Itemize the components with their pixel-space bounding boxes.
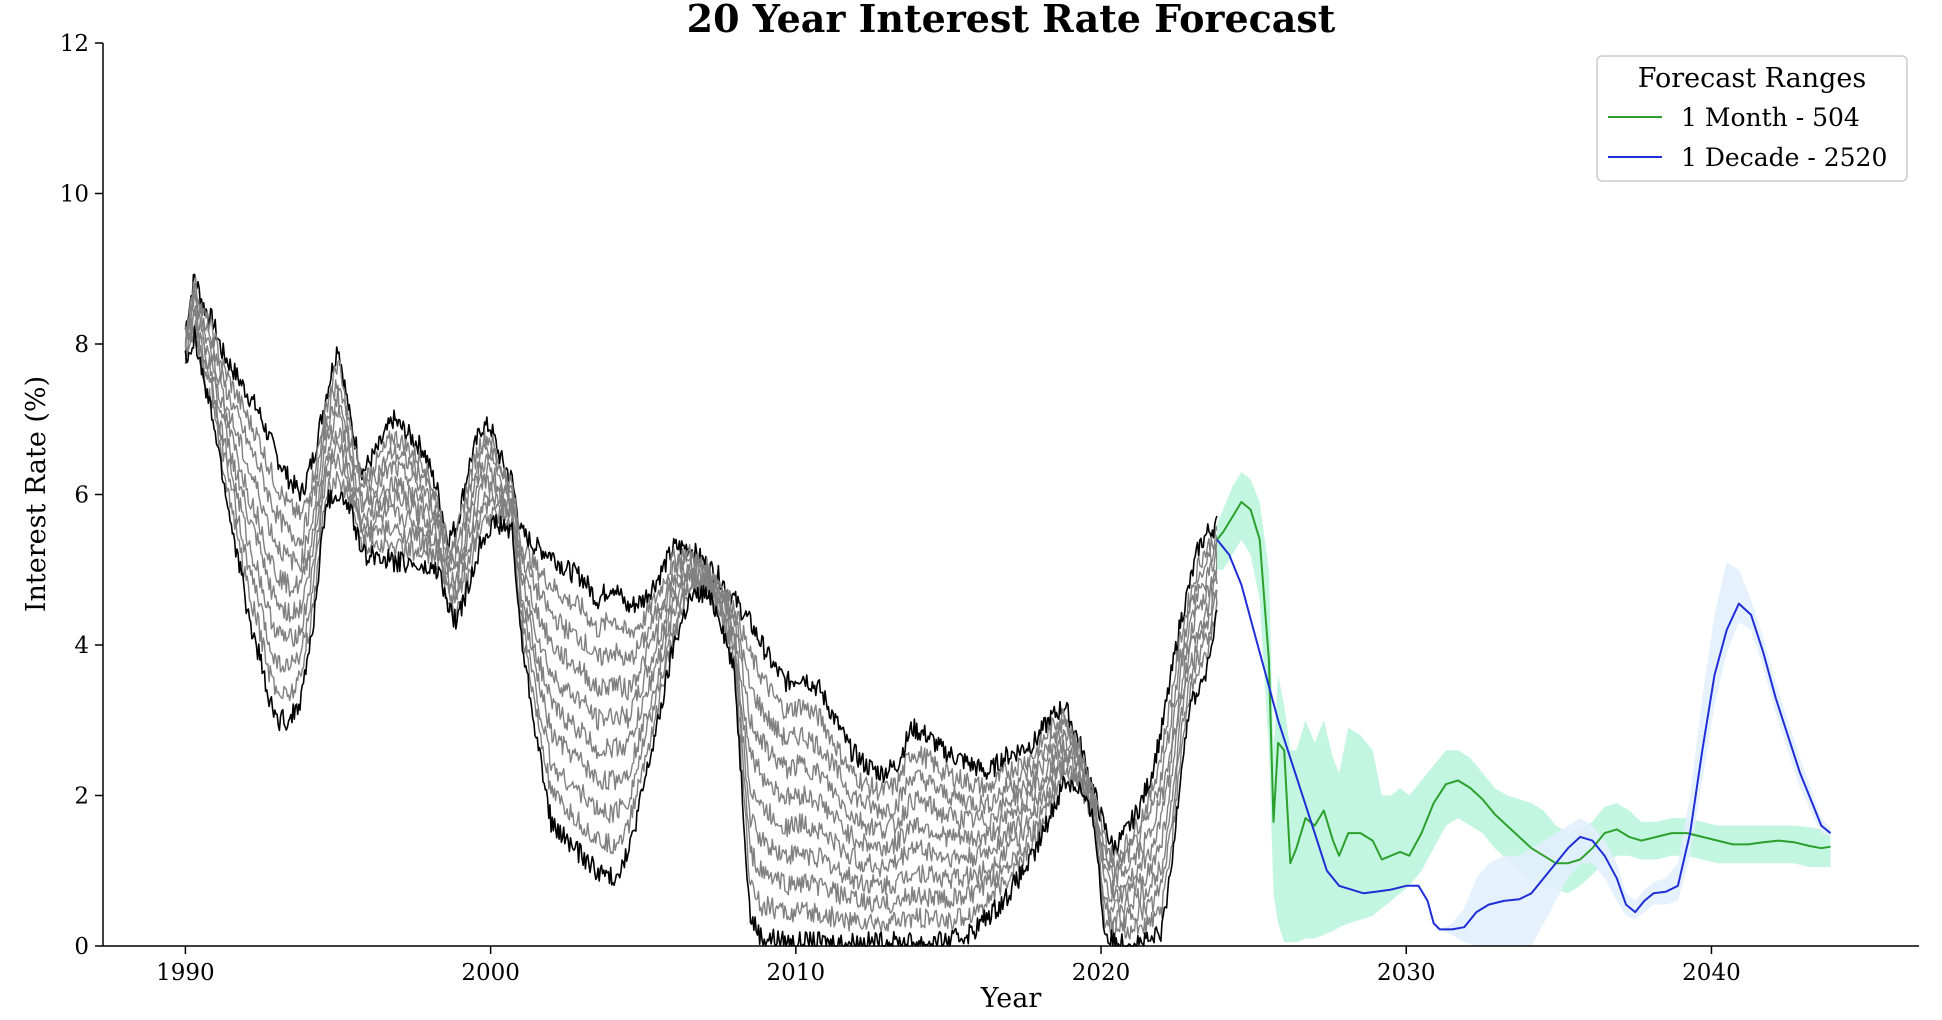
y-tick-label: 4 [74, 633, 89, 659]
historical-series-line [184, 277, 1218, 868]
x-ticks: 1990 2000 2010 2020 2030 2040 [156, 946, 1741, 986]
historical-series-line [184, 333, 1218, 942]
historical-layer [184, 273, 1218, 947]
x-tick-label: 2020 [1072, 960, 1131, 986]
legend-box [1596, 55, 1908, 182]
legend: Forecast Ranges 1 Month - 504 1 Decade -… [1596, 55, 1908, 182]
historical-series-line [184, 303, 1218, 899]
y-tick-label: 10 [60, 182, 89, 208]
forecast-band-1-decade [1217, 539, 1831, 946]
y-tick-label: 6 [74, 483, 89, 509]
x-axis-label: Year [980, 983, 1042, 1014]
historical-series-line [184, 325, 1218, 947]
legend-label-1-month: 1 Month - 504 [1681, 103, 1860, 132]
historical-series-line [184, 312, 1218, 918]
legend-label-1-decade: 1 Decade - 2520 [1681, 143, 1887, 172]
forecast-band-1-month [1217, 471, 1831, 943]
forecast-line-1-month [1216, 501, 1831, 865]
forecast-line-1-decade [1216, 538, 1832, 931]
forecast-lines-layer [1216, 501, 1832, 931]
x-tick-label: 1990 [156, 960, 215, 986]
x-tick-label: 2010 [767, 960, 826, 986]
x-tick-label: 2040 [1682, 960, 1741, 986]
y-tick-label: 0 [74, 934, 89, 960]
y-axis-label: Interest Rate (%) [21, 376, 52, 612]
x-tick-label: 2000 [461, 960, 520, 986]
historical-series-line [184, 289, 1218, 876]
chart-title: 20 Year Interest Rate Forecast [687, 0, 1336, 41]
y-ticks: 0 2 4 6 8 10 12 [60, 31, 103, 960]
y-tick-label: 12 [60, 31, 89, 57]
y-tick-label: 8 [74, 332, 89, 358]
forecast-bands-layer [1217, 471, 1831, 946]
legend-title: Forecast Ranges [1638, 63, 1866, 94]
x-tick-label: 2030 [1377, 960, 1436, 986]
plot-area [184, 273, 1832, 947]
historical-series-line [184, 309, 1218, 904]
y-tick-label: 2 [74, 784, 89, 810]
historical-series-line [184, 287, 1218, 887]
